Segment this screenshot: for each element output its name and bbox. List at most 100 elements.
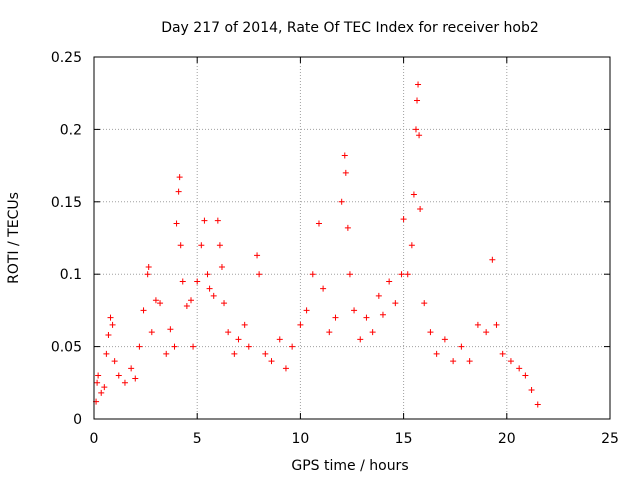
data-point xyxy=(201,217,208,224)
data-point xyxy=(140,307,147,314)
data-point xyxy=(458,343,465,350)
data-point xyxy=(111,358,118,365)
data-point xyxy=(483,329,490,336)
y-axis-label: ROTI / TECUs xyxy=(6,192,22,284)
data-point xyxy=(225,329,232,336)
data-point xyxy=(163,350,170,357)
data-point xyxy=(342,169,349,176)
y-tick-label-0.15: 0.15 xyxy=(51,195,82,211)
data-point xyxy=(216,242,223,249)
data-point xyxy=(198,242,205,249)
data-point xyxy=(190,343,197,350)
data-point xyxy=(398,271,405,278)
data-point xyxy=(421,300,428,307)
data-point xyxy=(341,152,348,159)
x-tick-label-25: 25 xyxy=(601,431,619,447)
data-point xyxy=(369,329,376,336)
data-point xyxy=(98,389,105,396)
data-point xyxy=(231,350,238,357)
x-tick-label-5: 5 xyxy=(193,431,202,447)
data-point xyxy=(320,285,327,292)
data-point xyxy=(400,216,407,223)
data-point xyxy=(177,242,184,249)
data-point xyxy=(289,343,296,350)
data-point xyxy=(175,188,182,195)
data-point xyxy=(210,292,217,299)
data-point xyxy=(417,206,424,213)
data-point xyxy=(194,278,201,285)
y-tick-label-0.05: 0.05 xyxy=(51,340,82,356)
data-point xyxy=(105,332,112,339)
data-point xyxy=(499,350,506,357)
data-point xyxy=(218,263,225,270)
data-point xyxy=(94,379,101,386)
data-point xyxy=(338,198,345,205)
data-point xyxy=(262,350,269,357)
data-point xyxy=(204,271,211,278)
x-axis: 0 5 10 15 20 25 GPS time / hours xyxy=(90,431,619,474)
data-point xyxy=(297,321,304,328)
data-point xyxy=(221,300,228,307)
data-point xyxy=(145,263,152,270)
data-point xyxy=(101,384,108,391)
data-point xyxy=(144,271,151,278)
data-point xyxy=(152,297,159,304)
data-point xyxy=(427,329,434,336)
data-point xyxy=(282,365,289,372)
data-point xyxy=(107,314,114,321)
data-point xyxy=(414,97,421,104)
data-point xyxy=(315,220,322,227)
x-tick-label-0: 0 xyxy=(90,431,99,447)
data-point xyxy=(136,343,143,350)
data-point xyxy=(507,358,514,365)
y-tick-label-0.2: 0.2 xyxy=(60,122,82,138)
data-point xyxy=(534,401,541,408)
data-point xyxy=(173,220,180,227)
data-point xyxy=(351,307,358,314)
data-point xyxy=(254,252,261,259)
data-point xyxy=(474,321,481,328)
data-point xyxy=(346,271,353,278)
data-point xyxy=(148,329,155,336)
x-tick-label-20: 20 xyxy=(498,431,516,447)
plot-frame xyxy=(93,56,611,420)
data-point xyxy=(128,365,135,372)
data-point xyxy=(115,372,122,379)
data-point xyxy=(176,174,183,181)
data-point xyxy=(386,278,393,285)
y-axis: 0 0.05 0.1 0.15 0.2 0.25 ROTI / TECUs xyxy=(6,50,82,428)
data-point xyxy=(326,329,333,336)
data-point xyxy=(332,314,339,321)
data-point xyxy=(408,242,415,249)
data-point xyxy=(235,336,242,343)
data-point xyxy=(256,271,263,278)
data-point xyxy=(344,224,351,231)
x-axis-label: GPS time / hours xyxy=(291,458,408,474)
data-point xyxy=(245,343,252,350)
data-point xyxy=(171,343,178,350)
data-point xyxy=(309,271,316,278)
data-point xyxy=(379,311,386,318)
data-point xyxy=(179,278,186,285)
data-point xyxy=(522,372,529,379)
y-tick-label-0: 0 xyxy=(73,412,82,428)
data-points xyxy=(93,81,541,408)
data-point xyxy=(410,191,417,198)
data-point xyxy=(466,358,473,365)
data-point xyxy=(214,217,221,224)
data-point xyxy=(375,292,382,299)
data-point xyxy=(167,326,174,333)
data-point xyxy=(132,375,139,382)
data-point xyxy=(404,271,411,278)
data-point xyxy=(103,350,110,357)
data-point xyxy=(241,321,248,328)
data-point xyxy=(412,126,419,133)
data-point xyxy=(433,350,440,357)
data-point xyxy=(109,321,116,328)
data-point xyxy=(121,379,128,386)
data-point xyxy=(415,81,422,88)
chart-title: Day 217 of 2014, Rate Of TEC Index for r… xyxy=(161,20,539,36)
data-point xyxy=(493,321,500,328)
